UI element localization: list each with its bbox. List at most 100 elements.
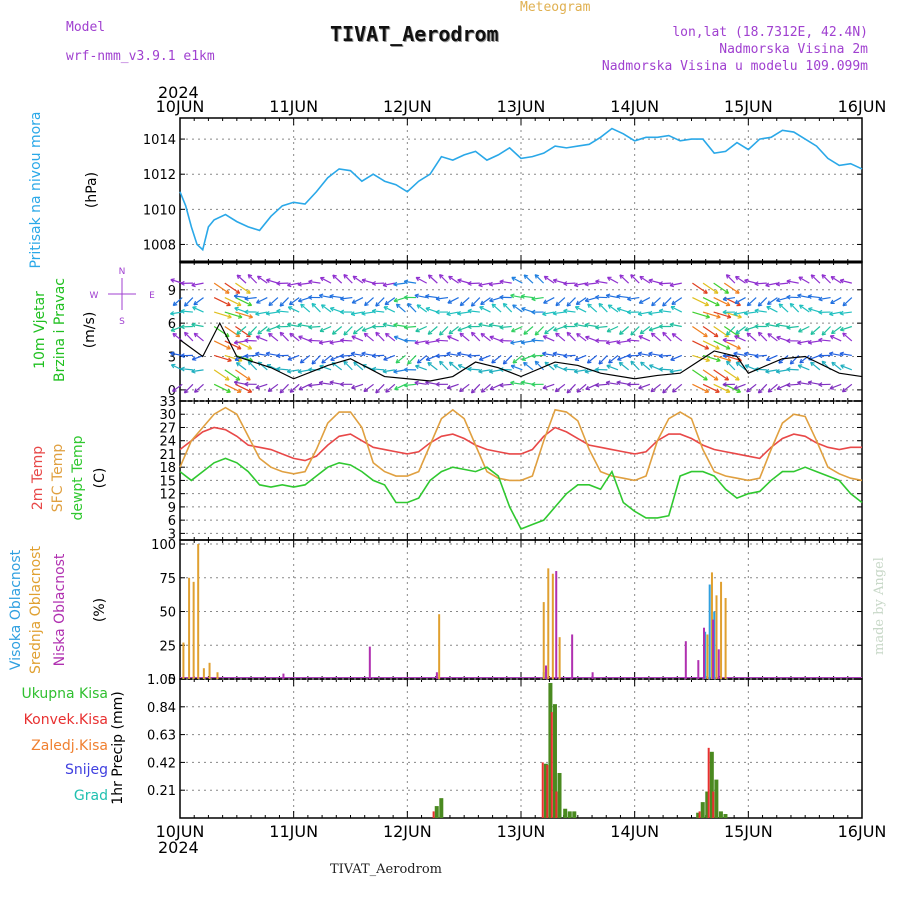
wind-arrow — [735, 326, 746, 335]
wind-arrow-head — [627, 296, 631, 300]
wind-arrow — [449, 361, 459, 371]
wind-arrow — [778, 303, 789, 313]
y-tick-label: 75 — [159, 572, 176, 587]
wind-arrow — [191, 369, 204, 373]
wind-arrow — [702, 383, 720, 393]
wind-arrow — [616, 295, 629, 299]
wind-arrow — [489, 324, 502, 328]
wind-arrow-head — [352, 329, 356, 335]
wind-arrow — [810, 361, 821, 371]
wind-arrow-head — [584, 322, 589, 326]
wind-arrow — [840, 364, 853, 371]
wind-arrow — [786, 383, 799, 386]
wind-arrow — [627, 296, 640, 300]
wind-arrow-head — [790, 302, 795, 306]
wind-arrow — [351, 352, 364, 356]
y-tick-label: 1.05 — [147, 673, 176, 688]
wind-arrow-head — [407, 302, 412, 306]
wind-arrow — [171, 364, 183, 371]
wind-arrow — [467, 354, 480, 357]
temp-line-2 — [179, 457, 863, 530]
wind-arrow-head — [765, 322, 770, 325]
cloud-bar — [202, 668, 205, 679]
wind-arrow-head — [248, 274, 253, 277]
wind-arrow-head — [170, 310, 174, 315]
wind-arrow-head — [332, 274, 337, 277]
wind-arrow-head — [439, 360, 444, 364]
wind-arrow-head — [425, 306, 431, 309]
wind-arrow-head — [648, 310, 653, 315]
wind-arrow-head — [256, 299, 260, 304]
wind-arrow — [735, 361, 746, 371]
precip-bar — [723, 814, 728, 818]
y-tick-label: 1012 — [143, 168, 176, 183]
wind-arrow — [574, 282, 587, 287]
wind-arrow-head — [840, 278, 845, 281]
wind-arrow-head — [170, 278, 175, 281]
wind-arrow-head — [510, 293, 515, 296]
wind-arrow-head — [566, 331, 572, 335]
wind-arrow — [510, 381, 523, 385]
wind-arrow — [287, 369, 300, 373]
wind-arrow — [414, 340, 427, 344]
wind-arrow-head — [552, 351, 558, 354]
wind-arrow — [725, 274, 736, 284]
wind-speed-line — [179, 321, 863, 382]
wind-arrow — [671, 297, 683, 305]
cloud-bar — [703, 627, 706, 679]
wind-arrow — [457, 311, 470, 315]
wind-arrow-head — [329, 380, 334, 383]
cloud-bar — [216, 672, 219, 679]
y-tick-label: 100 — [151, 538, 176, 553]
wind-arrow — [170, 325, 183, 332]
wind-arrow — [351, 311, 364, 315]
wind-arrow — [479, 306, 491, 313]
wind-arrow — [489, 336, 502, 342]
wind-arrow — [734, 297, 746, 304]
y-tick-label: 9 — [168, 284, 176, 299]
wind-arrow-head — [630, 331, 633, 336]
wind-arrow-head — [393, 297, 398, 302]
x-label-top: 10JUN — [156, 97, 205, 116]
y-tick-label: 0.84 — [147, 701, 176, 716]
wind-arrow — [213, 297, 231, 306]
wind-arrow — [734, 335, 746, 342]
wind-arrow-head — [830, 299, 834, 304]
wind-arrow — [332, 274, 343, 284]
wind-arrow-head — [735, 329, 739, 334]
cloud-bar — [208, 662, 211, 679]
cloud-bar — [188, 577, 191, 679]
wind-arrow — [821, 326, 831, 336]
wind-arrow-head — [266, 327, 270, 332]
wind-arrow — [839, 311, 852, 315]
compass-w: W — [90, 291, 99, 301]
wind-arrow — [786, 280, 799, 284]
wind-arrow — [489, 369, 502, 373]
wind-arrow-head — [626, 382, 632, 386]
wind-arrow — [247, 360, 258, 371]
precip-bar — [707, 747, 710, 818]
wind-arrow — [702, 311, 721, 318]
wind-arrow — [830, 297, 842, 304]
wind-arrow — [724, 383, 741, 393]
wind-arrow-head — [786, 325, 791, 329]
wind-arrow-head — [480, 300, 483, 305]
wind-arrow — [459, 332, 470, 342]
wind-arrow-head — [639, 329, 643, 334]
wind-arrow — [767, 383, 778, 393]
wind-arrow-head — [808, 356, 812, 361]
wind-arrow-head — [818, 353, 823, 357]
wind-arrow-head — [361, 278, 367, 281]
wind-arrow — [639, 275, 651, 284]
wind-arrow-head — [595, 279, 600, 282]
wind-arrow-head — [502, 360, 506, 365]
wind-arrow — [447, 297, 459, 304]
x-label-top: 11JUN — [269, 97, 318, 116]
wind-arrow — [329, 381, 342, 385]
wind-arrow-head — [534, 274, 540, 277]
wind-arrow-head — [308, 338, 313, 341]
wind-arrow-head — [414, 340, 419, 344]
wind-arrow — [713, 297, 731, 306]
wind-arrow — [630, 326, 640, 336]
wind-arrow — [319, 325, 332, 332]
